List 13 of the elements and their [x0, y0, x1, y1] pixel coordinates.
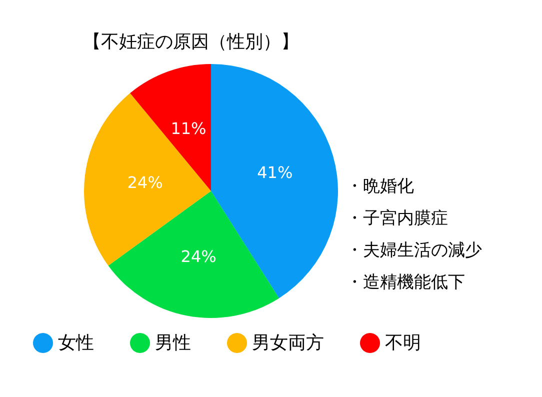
legend-label: 不明	[385, 332, 421, 354]
legend-label: 女性	[58, 332, 94, 354]
data-label: 11%	[170, 118, 206, 138]
chart-title: 【不妊症の原因（性別）】	[83, 32, 299, 52]
text: ・造精機能低下	[346, 272, 465, 292]
data-label: 41%	[257, 162, 293, 182]
legend-label: 男性	[155, 332, 191, 354]
data-label: 24%	[127, 173, 163, 192]
text: ・晩婚化	[346, 176, 414, 196]
data-label: 24%	[180, 246, 216, 266]
text: ・夫婦生活の減少	[346, 240, 482, 260]
legend-label: 男女両方	[252, 332, 324, 354]
text: ・子宮内膜症	[346, 208, 448, 228]
